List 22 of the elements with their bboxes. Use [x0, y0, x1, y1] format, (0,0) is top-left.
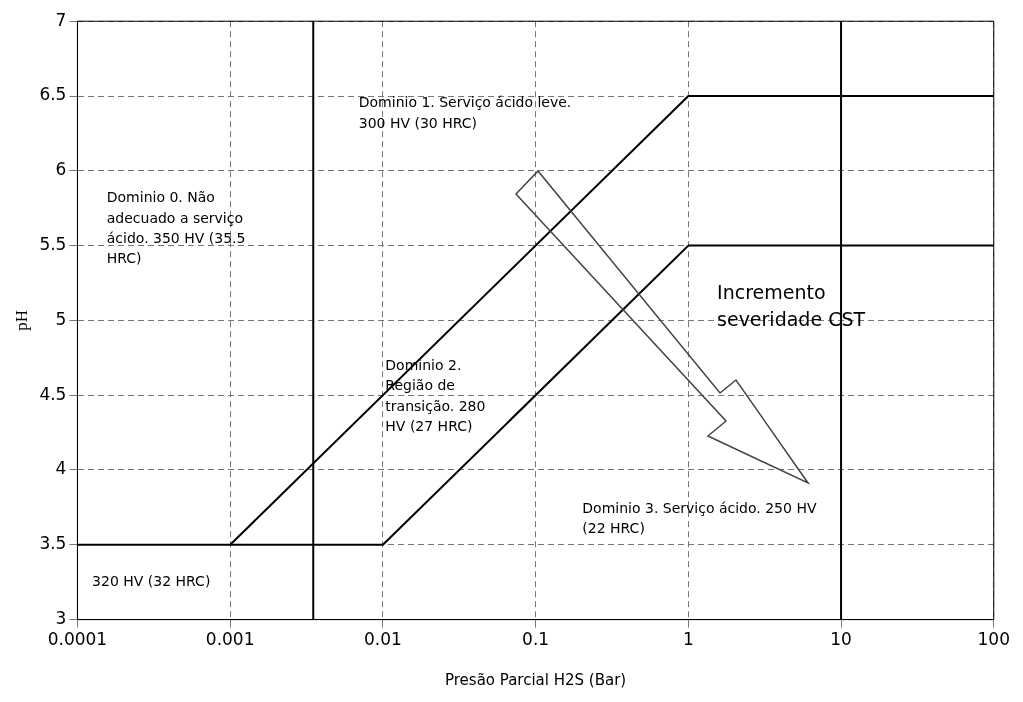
x-tick-label: 100 [977, 629, 1010, 650]
y-tick-label: 6.5 [39, 84, 67, 105]
y-tick-label: 5.5 [39, 234, 67, 255]
y-tick-label: 4 [55, 458, 67, 479]
annotation: Dominio 0. Não adecuado a serviço ácido. 350 HV (35.5 HRC) [106, 189, 246, 267]
y-tick-label: 3.5 [39, 533, 67, 554]
x-tick-label: 0.1 [522, 629, 550, 650]
x-tick-label: 0.0001 [47, 629, 108, 650]
y-tick-label: 6 [55, 159, 67, 180]
x-tick-label: 0.01 [363, 629, 402, 650]
y-tick-label: 7 [55, 9, 67, 30]
x-tick-label: 1 [682, 629, 694, 650]
x-tick-label: 10 [830, 629, 852, 650]
annotation: Dominio 1. Serviço ácido leve. 300 HV (30 HRC) [358, 94, 572, 131]
annotation: Dominio 3. Serviço ácido. 250 HV (22 HRC) [582, 499, 817, 537]
y-axis-title: pH [11, 310, 31, 331]
annotation: 320 HV (32 HRC) [92, 572, 211, 589]
y-tick-label: 5 [55, 308, 67, 329]
x-tick-label: 0.001 [205, 629, 255, 650]
x-axis-title: Presão Parcial H2S (Bar) [445, 670, 627, 689]
y-tick-label: 3 [55, 608, 67, 629]
y-tick-label: 4.5 [39, 383, 67, 404]
